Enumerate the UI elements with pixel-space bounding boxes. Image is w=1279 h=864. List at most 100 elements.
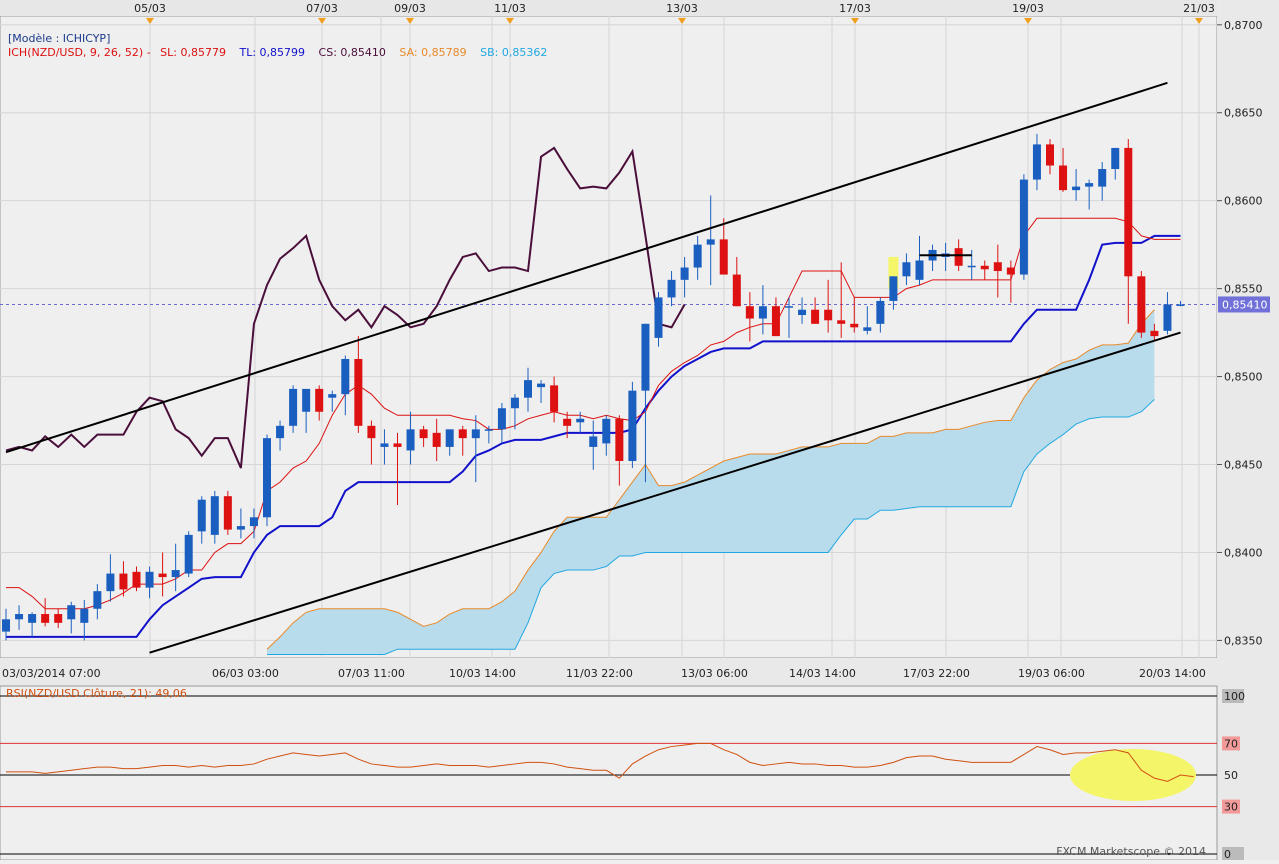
candle <box>1137 271 1146 338</box>
candle-body <box>15 614 24 620</box>
candle <box>445 429 454 456</box>
bottom-date-label: 06/03 03:00 <box>212 667 279 680</box>
indicator-legend: ICH(NZD/USD, 9, 26, 52) - SL: 0,85779 TL… <box>8 46 547 59</box>
candle <box>197 496 206 544</box>
candle <box>1046 139 1054 175</box>
price-axis <box>1217 0 1279 860</box>
price-label: 0,8700 <box>1224 19 1263 32</box>
candle <box>1032 133 1041 191</box>
candle <box>758 285 767 335</box>
rsi-panel[interactable] <box>0 685 1218 861</box>
legend-cs: CS: 0,85410 <box>319 46 386 59</box>
time-axis <box>0 658 1217 686</box>
candle-body <box>210 496 219 535</box>
candle <box>1098 161 1107 201</box>
candle <box>824 279 833 333</box>
trendline <box>5 81 1168 454</box>
candle-body <box>719 239 728 275</box>
candle-body <box>876 300 885 324</box>
rsi-level-badge <box>1222 689 1244 703</box>
candle-body <box>615 418 624 462</box>
candle <box>602 415 611 456</box>
trendlines[interactable] <box>5 81 1181 654</box>
candle-body <box>380 443 389 447</box>
date-marker <box>678 18 686 24</box>
bottom-date-label: 14/03 14:00 <box>789 667 856 680</box>
candle <box>93 584 102 620</box>
rsi-plot <box>0 695 1217 855</box>
candle-body <box>471 429 480 439</box>
candle <box>563 411 572 439</box>
candle <box>2 608 10 641</box>
candle-body <box>628 390 637 462</box>
bottom-date-label: 07/03 11:00 <box>338 667 405 680</box>
candle <box>223 490 232 535</box>
candle-body <box>771 306 780 337</box>
candle-body <box>1085 183 1094 187</box>
candle <box>589 420 598 470</box>
candle-body <box>745 306 754 319</box>
candle <box>1111 147 1120 180</box>
candle-body <box>236 526 245 530</box>
candle <box>1163 292 1172 335</box>
candle <box>1019 174 1028 280</box>
candle <box>771 297 780 337</box>
candle <box>497 402 506 444</box>
candle <box>289 385 298 433</box>
candle-body <box>263 438 271 518</box>
candle <box>732 256 741 307</box>
candle-body <box>341 358 350 395</box>
candle-body <box>419 429 428 439</box>
cloud-fill <box>267 309 1155 655</box>
candle-body <box>954 248 963 266</box>
candle-body <box>393 443 402 447</box>
candle-body <box>1046 144 1054 166</box>
candle <box>276 420 285 451</box>
bottom-date-label: 03/03/2014 07:00 <box>2 667 101 680</box>
candle <box>615 415 624 486</box>
senkou-b-line <box>267 399 1155 655</box>
candle-body <box>2 619 10 632</box>
candle <box>119 561 128 597</box>
candle <box>850 297 859 333</box>
candle <box>524 367 532 412</box>
top-date-label: 05/03 <box>134 2 166 15</box>
price-label: 0,8650 <box>1224 107 1263 120</box>
candle <box>341 355 350 416</box>
candle-body <box>445 429 454 447</box>
candle-body <box>785 306 793 308</box>
candle <box>171 543 180 592</box>
bottom-date-label: 11/03 22:00 <box>566 667 633 680</box>
candle <box>28 612 37 637</box>
candle <box>145 566 154 599</box>
candle-body <box>824 309 833 321</box>
candle-body <box>406 429 415 451</box>
candle-body <box>432 432 441 447</box>
candle-body <box>145 571 154 588</box>
legend-sl: SL: 0,85779 <box>160 46 226 59</box>
price-label: 0,8600 <box>1224 195 1263 208</box>
candle <box>641 323 650 483</box>
candle-body <box>902 262 911 277</box>
candle <box>1072 169 1081 201</box>
candle <box>837 262 846 338</box>
candle <box>537 380 546 403</box>
candle-body <box>1176 304 1185 306</box>
date-marker <box>1024 18 1032 24</box>
candle-body <box>184 534 193 574</box>
candle <box>680 256 689 298</box>
candle <box>354 336 363 433</box>
candle-body <box>80 608 89 623</box>
candle-body <box>1059 165 1068 191</box>
candle <box>484 425 493 444</box>
candle <box>576 411 585 433</box>
candle-body <box>863 327 872 331</box>
candle-body <box>667 279 676 298</box>
candle <box>889 276 898 310</box>
candle <box>328 390 337 412</box>
top-date-label: 17/03 <box>839 2 871 15</box>
price-label: 0,8350 <box>1224 634 1263 647</box>
candle <box>550 376 559 423</box>
candle-body <box>680 267 689 280</box>
